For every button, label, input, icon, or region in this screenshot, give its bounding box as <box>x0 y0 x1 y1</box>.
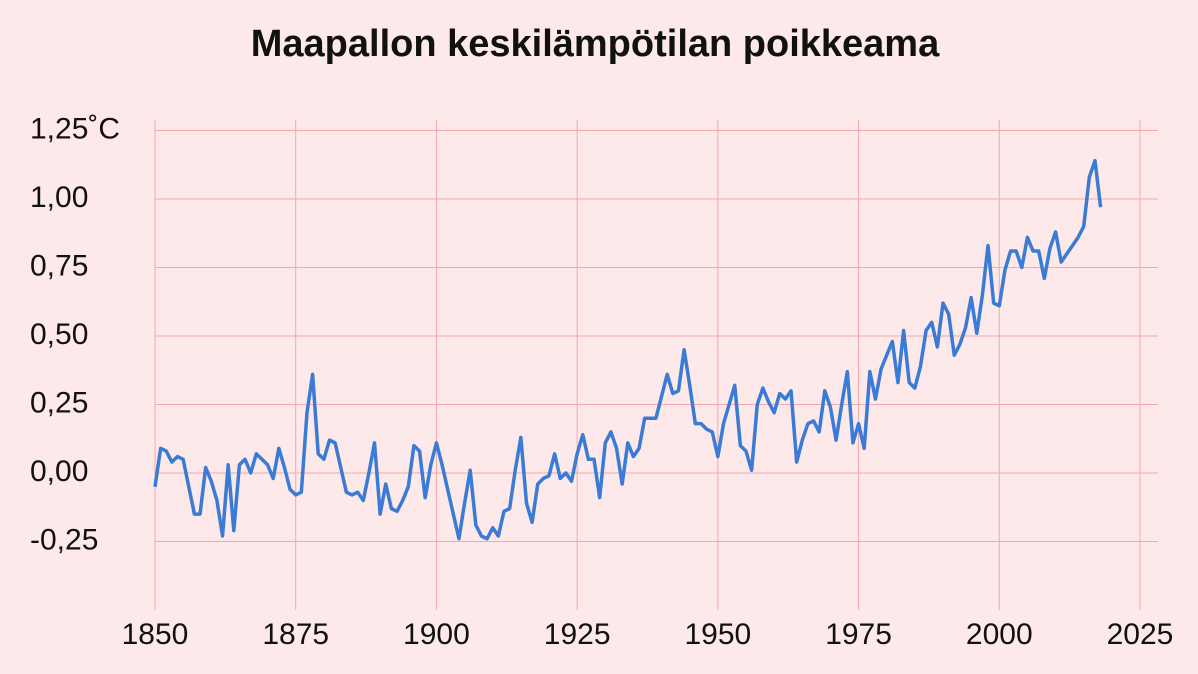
data-line <box>153 158 1103 541</box>
y-tick-label: 1,00 <box>30 181 88 214</box>
x-tick-label: 1875 <box>262 618 329 651</box>
x-tick-label: 1950 <box>684 618 751 651</box>
y-tick-label: 0,50 <box>30 318 88 351</box>
y-tick-label: 1,25˚C <box>30 112 120 145</box>
x-tick-label: 2025 <box>1107 618 1174 651</box>
y-tick-label: 0,00 <box>30 455 88 488</box>
x-tick-label: 1850 <box>122 618 189 651</box>
x-tick-label: 1925 <box>544 618 611 651</box>
x-tick-label: 2000 <box>966 618 1033 651</box>
y-tick-label: 0,25 <box>30 386 88 419</box>
chart-title: Maapallon keskilämpötilan poikkeama <box>251 23 940 65</box>
x-tick-label: 1975 <box>825 618 892 651</box>
y-tick-label: 0,75 <box>30 249 88 282</box>
x-tick-label: 1900 <box>403 618 470 651</box>
y-tick-label: -0,25 <box>30 523 98 556</box>
